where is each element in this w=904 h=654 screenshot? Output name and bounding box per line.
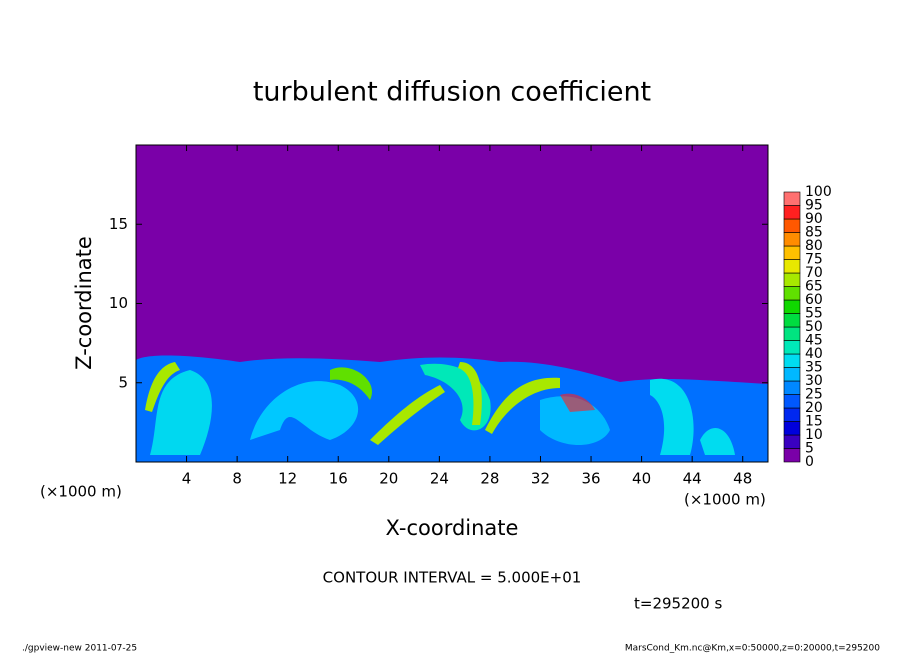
colorbar-label: 5 (805, 441, 814, 457)
colorbar-bin (783, 421, 801, 436)
colorbar-label: 90 (805, 211, 823, 227)
colorbar-label: 70 (805, 265, 823, 281)
x-tick-label: 44 (683, 470, 702, 488)
contour-note: CONTOUR INTERVAL = 5.000E+01 (323, 569, 582, 587)
x-tick-label: 12 (278, 470, 297, 488)
colorbar-bin (783, 313, 801, 328)
colorbar-label: 30 (805, 373, 823, 389)
y-tick-label: 5 (118, 373, 128, 391)
field-layer (136, 355, 768, 462)
colorbar-label: 75 (805, 252, 823, 268)
colorbar-label: 65 (805, 279, 823, 295)
x-tick-label: 48 (733, 470, 752, 488)
colorbar-bin (783, 394, 801, 409)
footer-left: ./gpview-new 2011-07-25 (22, 644, 137, 654)
colorbar-label: 95 (805, 198, 823, 214)
colorbar-bin (783, 259, 801, 274)
colorbar-label: 50 (805, 319, 823, 335)
colorbar-bin (783, 353, 801, 368)
colorbar-label: 40 (805, 346, 823, 362)
colorbar-label: 10 (805, 427, 823, 443)
x-axis-label: X-coordinate (386, 516, 519, 540)
colorbar-bin (783, 326, 801, 341)
x-tick-label: 16 (329, 470, 348, 488)
x-tick-label: 40 (632, 470, 651, 488)
colorbar-label: 100 (805, 184, 832, 200)
x-tick-label: 4 (182, 470, 192, 488)
colorbar-label: 0 (805, 454, 814, 470)
colorbar-bin (783, 367, 801, 382)
x-unit-label: (×1000 m) (40, 483, 122, 501)
x-tick-label: 28 (480, 470, 499, 488)
colorbar-label: 80 (805, 238, 823, 254)
x-tick-label: 24 (430, 470, 449, 488)
colorbar-bin (783, 218, 801, 233)
colorbar-bin (783, 448, 801, 463)
y-tick-label: 15 (109, 215, 128, 233)
x-tick-label: 8 (232, 470, 242, 488)
colorbar-bin (783, 299, 801, 314)
colorbar-label: 85 (805, 225, 823, 241)
footer-right: MarsCond_Km.nc@Km,x=0:50000,z=0:20000,t=… (625, 644, 880, 654)
colorbar-label: 55 (805, 306, 823, 322)
x-tick-label: 32 (531, 470, 550, 488)
x-unit-label: (×1000 m) (684, 491, 766, 509)
colorbar-bin (783, 434, 801, 449)
chart-title: turbulent diffusion coefficient (253, 77, 651, 108)
colorbar-label: 15 (805, 414, 823, 430)
time-label: t=295200 s (634, 595, 722, 613)
colorbar-label: 35 (805, 360, 823, 376)
colorbar-bin (783, 380, 801, 395)
y-axis-label: Z-coordinate (72, 236, 96, 370)
colorbar-bin (783, 286, 801, 301)
colorbar-label: 20 (805, 400, 823, 416)
colorbar-bin (783, 245, 801, 260)
colorbar-bin (783, 232, 801, 247)
colorbar-label: 25 (805, 387, 823, 403)
colorbar-label: 45 (805, 333, 823, 349)
colorbar-label: 60 (805, 292, 823, 308)
colorbar-bin (783, 407, 801, 422)
x-tick-label: 20 (379, 470, 398, 488)
axes (135, 144, 769, 463)
colorbar-bin (783, 205, 801, 220)
x-tick-label: 36 (581, 470, 600, 488)
colorbar-bin (783, 272, 801, 287)
y-tick-label: 10 (109, 294, 128, 312)
colorbar-bin (783, 191, 801, 206)
colorbar-bin (783, 340, 801, 355)
